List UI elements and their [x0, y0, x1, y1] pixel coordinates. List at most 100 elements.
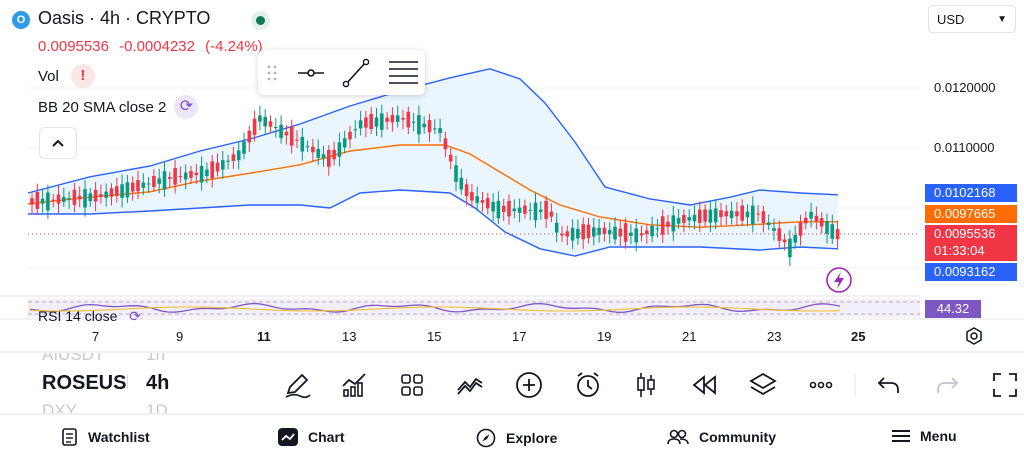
candle-body [687, 217, 691, 221]
rsi-legend[interactable]: RSI 14 close ⟳ [38, 308, 141, 325]
candle-body [740, 205, 744, 221]
candle-body [77, 195, 82, 200]
candle-body [809, 211, 813, 219]
candle-body [56, 194, 61, 204]
candle-body [279, 124, 283, 139]
layers-icon[interactable] [746, 368, 780, 402]
candle-body [380, 113, 384, 130]
nav-watchlist[interactable]: Watchlist [62, 428, 150, 446]
sync-icon[interactable]: ⟳ [174, 95, 199, 119]
candle-body [305, 146, 310, 148]
time-axis-label: 11 [257, 329, 271, 344]
nav-explore[interactable]: Explore [476, 428, 557, 448]
candle-body [263, 116, 267, 127]
candle-body [247, 130, 252, 143]
candle-body [411, 121, 416, 123]
candle-body [660, 216, 665, 235]
candle-body [793, 235, 797, 243]
trend-line-icon[interactable] [342, 58, 370, 88]
undo-icon[interactable] [872, 368, 906, 402]
collapse-legend-button[interactable] [39, 127, 77, 159]
candle-body [422, 123, 426, 128]
rsi-line [29, 302, 841, 313]
redo-icon[interactable] [930, 368, 964, 402]
nav-community-label: Community [699, 429, 776, 445]
next-interval[interactable]: 1D [146, 401, 168, 413]
candle-body [374, 117, 379, 127]
candle-body [650, 225, 654, 237]
candle-body [576, 228, 580, 239]
candle-body [782, 239, 787, 243]
candle-body [417, 115, 421, 135]
nav-chart-label: Chart [308, 429, 345, 445]
current-symbol[interactable]: ROSEUSD [42, 372, 128, 394]
candle-body [136, 180, 140, 192]
candle-body [671, 215, 676, 232]
currency-select[interactable]: USD ▼ [928, 5, 1016, 33]
replay-icon[interactable] [688, 368, 722, 402]
candle-body [125, 182, 130, 198]
candle-body [268, 121, 273, 127]
candle-body [618, 228, 623, 237]
warning-icon[interactable]: ! [70, 64, 95, 88]
horizontal-line-icon[interactable] [298, 69, 324, 77]
chart-settings-icon[interactable] [962, 326, 986, 346]
candle-body [666, 221, 670, 227]
candle-body [390, 115, 395, 123]
basis-tag: 0.0097665 [925, 205, 1017, 223]
pencil-icon[interactable] [280, 368, 314, 402]
candle-body [364, 117, 368, 128]
candle-body [448, 154, 453, 162]
add-icon[interactable] [512, 368, 546, 402]
more-icon[interactable] [804, 368, 838, 402]
nav-community[interactable]: Community [667, 428, 776, 446]
next-symbol[interactable]: DXY [42, 401, 77, 413]
candle-body [342, 138, 347, 148]
nav-chart[interactable]: Chart [278, 428, 345, 446]
candle-body [486, 198, 490, 209]
watchlist-icon [62, 428, 77, 446]
candle-body [115, 186, 119, 196]
bar-countdown: 01:33:04 [934, 243, 985, 258]
nav-menu[interactable]: Menu [892, 428, 957, 444]
candle-body [226, 160, 230, 162]
time-axis-label: 9 [176, 329, 184, 344]
drag-handle-icon[interactable] [267, 65, 277, 81]
candle-body [634, 228, 638, 243]
current-interval[interactable]: 4h [146, 372, 170, 394]
symbol-title[interactable]: Oasis · 4h · CRYPTO [38, 8, 211, 28]
candle-body [327, 149, 331, 167]
rsi-sync-icon[interactable]: ⟳ [129, 308, 141, 324]
nav-explore-label: Explore [506, 430, 558, 446]
candle-body [554, 222, 559, 233]
volume-legend[interactable]: Vol ! [38, 64, 95, 88]
candle-body [252, 118, 257, 135]
candle-body [751, 205, 755, 225]
candle-body [501, 205, 506, 213]
candle-body [804, 217, 808, 224]
lightning-icon[interactable] [826, 267, 852, 293]
candle-body [682, 214, 686, 223]
nav-menu-label: Menu [920, 428, 957, 444]
compare-icon[interactable] [453, 368, 487, 402]
candle-body [258, 115, 262, 122]
prev-interval[interactable]: 1h [146, 353, 165, 364]
candles-icon[interactable] [629, 368, 663, 402]
bb-legend[interactable]: BB 20 SMA close 2 ⟳ [38, 95, 199, 119]
market-status-icon[interactable] [251, 11, 270, 30]
candle-body [93, 189, 98, 202]
candle-body [215, 162, 220, 172]
alarm-icon[interactable] [571, 368, 605, 402]
symbol-wheel[interactable]: AIUSDT 1h ROSEUSD 4h DXY 1D [0, 353, 250, 413]
candle-body [528, 209, 532, 211]
layouts-icon[interactable] [395, 368, 429, 402]
lower-band-tag: 0.0093162 [925, 263, 1017, 281]
chart-icon [278, 428, 298, 446]
fib-lines-icon[interactable] [389, 61, 418, 84]
time-axis-label: 17 [512, 329, 527, 344]
indicators-icon[interactable] [337, 368, 371, 402]
upper-band-tag: 0.0102168 [925, 184, 1017, 202]
prev-symbol[interactable]: AIUSDT [42, 353, 105, 364]
fullscreen-icon[interactable] [988, 368, 1022, 402]
